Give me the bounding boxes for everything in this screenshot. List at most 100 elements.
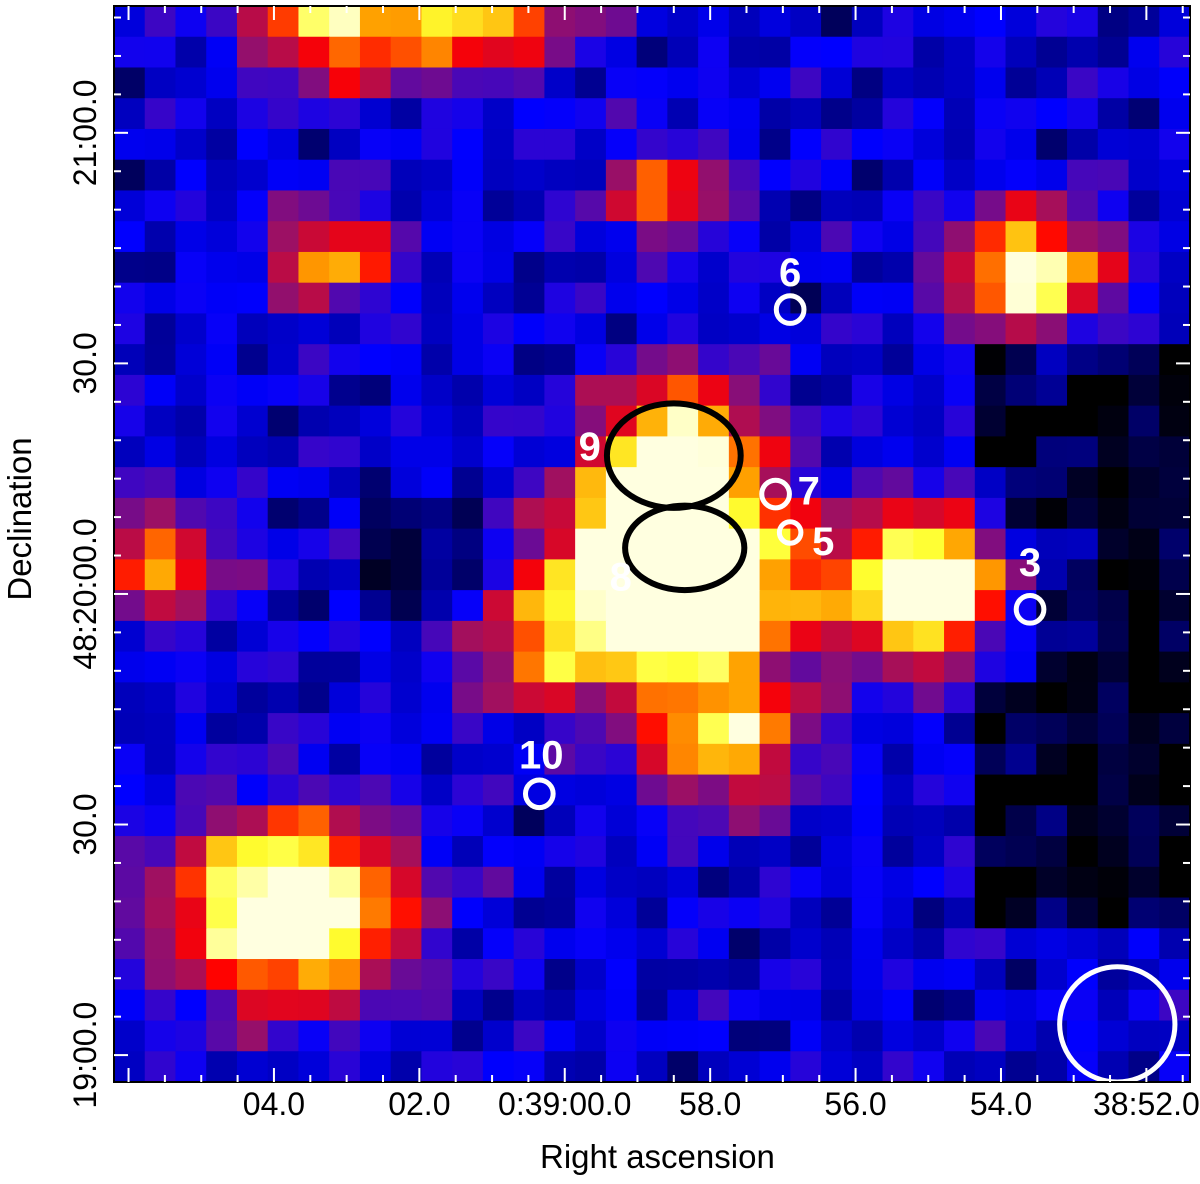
heatmap-cell	[728, 989, 761, 1022]
heatmap-cell	[667, 928, 699, 960]
heatmap-cell	[636, 743, 668, 776]
heatmap-cell	[298, 344, 330, 376]
heatmap-cell	[851, 928, 884, 960]
heatmap-cell	[790, 559, 822, 591]
heatmap-cell	[114, 467, 146, 499]
heatmap-cell	[206, 897, 238, 929]
heatmap-cell	[821, 836, 853, 868]
heatmap-cell	[236, 221, 269, 253]
heatmap-cell	[329, 467, 361, 499]
heatmap-cell	[1159, 313, 1191, 345]
heatmap-cell	[236, 836, 269, 868]
heatmap-cell	[728, 620, 761, 653]
heatmap-cell	[114, 928, 146, 960]
heatmap-cell	[1128, 467, 1160, 499]
heatmap-cell	[298, 190, 330, 222]
heatmap-cell	[114, 959, 146, 991]
heatmap-cell	[821, 774, 853, 806]
heatmap-cell	[821, 36, 853, 69]
heatmap-cell	[390, 405, 423, 437]
heatmap-cell	[759, 713, 791, 745]
heatmap-cell	[1036, 743, 1068, 776]
heatmap-cell	[882, 6, 914, 38]
heatmap-cell	[329, 559, 361, 591]
heatmap-cell	[482, 651, 515, 683]
heatmap-cell	[1128, 805, 1160, 837]
heatmap-cell	[1097, 774, 1130, 806]
heatmap-cell	[851, 620, 884, 653]
heatmap-cell	[452, 866, 484, 899]
region-label-3: 3	[1019, 541, 1041, 585]
heatmap-cell	[636, 713, 668, 745]
heatmap-cell	[1097, 590, 1130, 622]
heatmap-cell	[1128, 836, 1160, 868]
heatmap-cell	[114, 713, 146, 745]
heatmap-cell	[790, 344, 822, 376]
heatmap-cell	[667, 528, 699, 560]
heatmap-cell	[452, 620, 484, 653]
heatmap-cell	[544, 313, 576, 345]
heatmap-cell	[267, 282, 300, 315]
heatmap-cell	[698, 1051, 730, 1083]
heatmap-cell	[359, 651, 392, 683]
heatmap-cell	[206, 682, 238, 714]
heatmap-cell	[851, 559, 884, 591]
heatmap-cell	[759, 436, 791, 468]
heatmap-cell	[544, 866, 576, 899]
heatmap-cell	[544, 743, 576, 776]
heatmap-cell	[790, 805, 822, 837]
heatmap-cell	[298, 528, 330, 560]
heatmap-cell	[482, 682, 515, 714]
heatmap-cell	[298, 559, 330, 591]
heatmap-cell	[452, 374, 484, 407]
heatmap-cell	[206, 866, 238, 899]
heatmap-cell	[359, 128, 392, 161]
heatmap-cell	[575, 836, 607, 868]
heatmap-cell	[1097, 190, 1130, 222]
heatmap-cell	[821, 989, 853, 1022]
heatmap-cell	[390, 866, 423, 899]
heatmap-cell	[821, 344, 853, 376]
heatmap-cell	[1005, 774, 1037, 806]
heatmap-cell	[513, 651, 545, 683]
heatmap-cell	[728, 866, 761, 899]
heatmap-cell	[236, 528, 269, 560]
heatmap-cell	[1067, 528, 1099, 560]
heatmap-cell	[1128, 67, 1160, 99]
heatmap-cell	[421, 897, 453, 929]
heatmap-cell	[452, 559, 484, 591]
heatmap-cell	[575, 313, 607, 345]
heatmap-cell	[1128, 251, 1160, 284]
heatmap-cell	[667, 159, 699, 192]
heatmap-cell	[236, 128, 269, 161]
heatmap-cell	[575, 344, 607, 376]
heatmap-cell	[605, 190, 638, 222]
heatmap-cell	[1097, 620, 1130, 653]
heatmap-cell	[513, 374, 545, 407]
heatmap-cell	[1128, 405, 1160, 437]
heatmap-cell	[851, 344, 884, 376]
heatmap-cell	[390, 374, 423, 407]
heatmap-cell	[390, 743, 423, 776]
heatmap-cell	[667, 774, 699, 806]
heatmap-cell	[1097, 251, 1130, 284]
heatmap-cell	[974, 620, 1007, 653]
heatmap-cell	[482, 344, 515, 376]
heatmap-cell	[236, 989, 269, 1022]
heatmap-cell	[974, 836, 1007, 868]
heatmap-cell	[759, 559, 791, 591]
heatmap-cell	[575, 590, 607, 622]
heatmap-cell	[974, 344, 1007, 376]
heatmap-cell	[974, 805, 1007, 837]
heatmap-cell	[1005, 1020, 1037, 1052]
heatmap-cell	[544, 1051, 576, 1083]
heatmap-cell	[1036, 374, 1068, 407]
heatmap-cell	[421, 436, 453, 468]
heatmap-cell	[544, 98, 576, 130]
heatmap-cell	[1036, 620, 1068, 653]
heatmap-cell	[636, 67, 668, 99]
heatmap-cell	[944, 682, 976, 714]
heatmap-cell	[390, 528, 423, 560]
heatmap-cell	[605, 251, 638, 284]
